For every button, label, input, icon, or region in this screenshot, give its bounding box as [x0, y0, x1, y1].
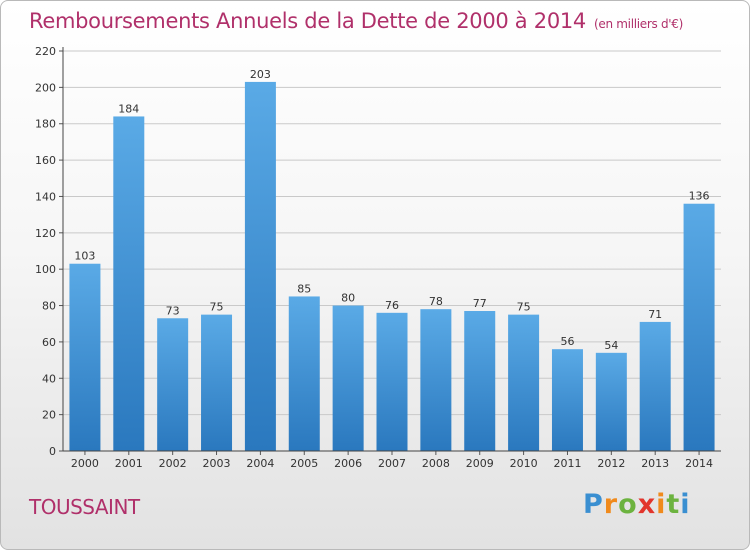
bar-2006 — [332, 305, 364, 451]
y-tick-label: 180 — [35, 118, 56, 131]
value-label-2010: 75 — [517, 301, 531, 314]
x-tick-label-2009: 2009 — [466, 457, 494, 470]
y-tick-label: 80 — [42, 300, 56, 313]
axes: 0 20 40 60 80 100 120 140 160 180 200 220 2000 2001 20… — [35, 45, 721, 470]
bar-2004 — [244, 81, 276, 451]
x-tick-label-2003: 2003 — [203, 457, 231, 470]
x-tick-label-2004: 2004 — [246, 457, 274, 470]
value-label-2013: 71 — [648, 308, 662, 321]
x-tick-label-2005: 2005 — [290, 457, 318, 470]
bar-2013 — [639, 321, 671, 451]
bar-2011 — [551, 349, 583, 451]
x-tick-label-2013: 2013 — [641, 457, 669, 470]
bar-2000 — [69, 263, 101, 451]
value-label-2002: 73 — [166, 304, 180, 317]
x-tick-label-2012: 2012 — [597, 457, 625, 470]
bar-2005 — [288, 296, 320, 451]
bar-2002 — [157, 318, 189, 451]
bar-2014 — [683, 203, 715, 451]
value-label-2004: 203 — [250, 68, 271, 81]
bar-2009 — [464, 311, 496, 451]
x-tick-label-2001: 2001 — [115, 457, 143, 470]
x-tick-label-2011: 2011 — [553, 457, 581, 470]
y-tick-label: 220 — [35, 45, 56, 58]
bar-2007 — [376, 312, 408, 451]
value-label-2009: 77 — [473, 297, 487, 310]
value-label-2000: 103 — [74, 250, 95, 263]
bars — [69, 81, 715, 452]
bar-2001 — [113, 116, 145, 452]
value-labels: 103 184 73 75 203 85 80 76 78 77 75 56 54 71 136 — [74, 68, 709, 352]
x-tick-label-2000: 2000 — [71, 457, 99, 470]
y-tick-label: 60 — [42, 336, 56, 349]
commune-name: TOUSSAINT — [29, 495, 140, 519]
value-label-2003: 75 — [210, 301, 224, 314]
x-tick-label-2008: 2008 — [422, 457, 450, 470]
chart-title-text: Remboursements Annuels de la Dette de 20… — [29, 9, 586, 33]
value-label-2014: 136 — [689, 190, 710, 203]
y-tick-label: 200 — [35, 81, 56, 94]
value-label-2012: 54 — [604, 339, 618, 352]
bar-2003 — [201, 314, 233, 451]
value-label-2001: 184 — [118, 102, 139, 115]
x-tick-label-2002: 2002 — [159, 457, 187, 470]
x-tick-label-2006: 2006 — [334, 457, 362, 470]
y-tick-label: 0 — [49, 445, 56, 458]
x-tick-label-2014: 2014 — [685, 457, 713, 470]
y-tick-label: 40 — [42, 372, 56, 385]
value-label-2005: 85 — [297, 282, 311, 295]
y-tick-label: 120 — [35, 227, 56, 240]
proxiti-logo: Proxiti — [583, 489, 691, 520]
x-tick-label-2007: 2007 — [378, 457, 406, 470]
value-label-2008: 78 — [429, 295, 443, 308]
bar-2008 — [420, 309, 452, 451]
chart-title: Remboursements Annuels de la Dette de 20… — [29, 9, 683, 33]
value-label-2011: 56 — [560, 335, 574, 348]
bar-2010 — [508, 314, 540, 451]
value-label-2007: 76 — [385, 299, 399, 312]
y-tick-label: 100 — [35, 263, 56, 276]
y-tick-label: 160 — [35, 154, 56, 167]
bar-2012 — [595, 352, 627, 451]
x-tick-label-2010: 2010 — [510, 457, 538, 470]
chart-unit: (en milliers d'€) — [594, 17, 684, 31]
value-label-2006: 80 — [341, 292, 355, 305]
y-tick-label: 140 — [35, 190, 56, 203]
y-tick-label: 20 — [42, 409, 56, 422]
